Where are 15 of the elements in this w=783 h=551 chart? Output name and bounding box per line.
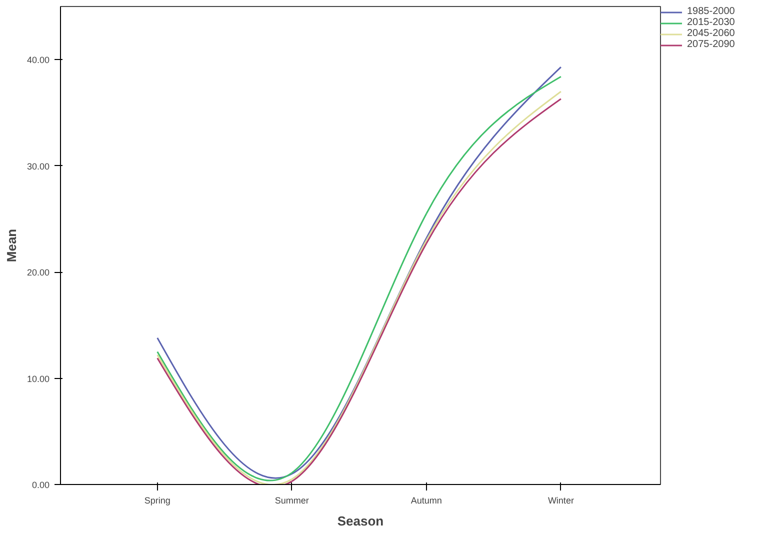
x-tick-label: Winter [548, 496, 574, 506]
y-tick-label: 20.00 [26, 268, 50, 278]
x-axis-title: Season [337, 514, 384, 528]
y-tick-label: 40.00 [26, 55, 50, 66]
y-axis-title: Mean [4, 228, 19, 262]
x-tick-label: Spring [144, 496, 170, 506]
y-tick-label: 0.00 [32, 480, 50, 490]
x-tick-label: Summer [274, 496, 309, 506]
legend-label: 2075-2090 [687, 39, 735, 50]
legend-label: 2045-2060 [687, 28, 735, 39]
x-tick-label: Autumn [410, 496, 442, 506]
y-tick-label: 30.00 [26, 161, 50, 172]
legend-label: 2015-2030 [687, 17, 735, 28]
legend-label: 1985-2000 [687, 6, 735, 17]
y-tick-label: 10.00 [26, 374, 50, 384]
